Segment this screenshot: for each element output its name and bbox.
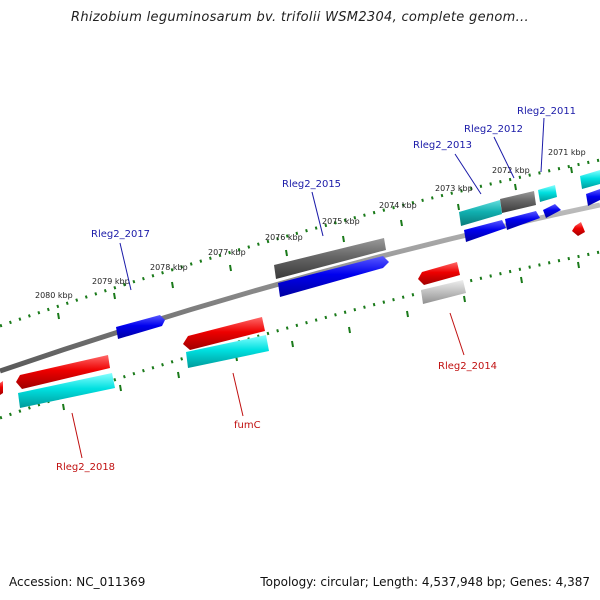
gene-block-lightgray[interactable] — [421, 280, 466, 304]
cds-block-teal[interactable] — [459, 200, 502, 226]
gene-label-rleg2-2012: Rleg2_2012 — [464, 124, 523, 135]
gene-label-rleg2-2018: Rleg2_2018 — [56, 462, 115, 473]
gene-arrow-reverse[interactable] — [572, 222, 585, 236]
gene-label-rleg2-2011: Rleg2_2011 — [517, 106, 576, 117]
cds-block-cyan[interactable] — [18, 373, 115, 408]
tick-label-2077: 2077 kbp — [208, 248, 246, 257]
gene-arrow-reverse[interactable] — [0, 381, 3, 395]
tick-label-2078: 2078 kbp — [150, 263, 188, 272]
gene-arrow-forward[interactable] — [464, 220, 506, 242]
gene-label-fumc: fumC — [234, 420, 261, 431]
genome-summary-text: Topology: circular; Length: 4,537,948 bp… — [260, 575, 590, 589]
accession-text: Accession: NC_011369 — [9, 575, 146, 589]
forward-strand-features[interactable] — [116, 170, 600, 339]
gene-label-rleg2-2014: Rleg2_2014 — [438, 361, 497, 372]
gene-arrow-forward[interactable] — [586, 189, 600, 206]
gene-arrow-forward[interactable] — [116, 315, 165, 339]
label-leaders — [71, 117, 545, 459]
cds-block-cyan[interactable] — [580, 170, 600, 189]
gene-arrow-forward[interactable] — [505, 211, 540, 230]
gene-arrow-reverse[interactable] — [16, 355, 110, 389]
tick-label-2080: 2080 kbp — [35, 291, 73, 300]
outer-major-ticks — [57, 166, 573, 320]
gene-arrow-gray[interactable] — [500, 191, 536, 213]
tick-label-2073: 2073 kbp — [435, 184, 473, 193]
tick-label-2076: 2076 kbp — [265, 233, 303, 242]
genome-title: Rhizobium leguminosarum bv. trifolii WSM… — [71, 10, 529, 25]
tick-label-2071: 2071 kbp — [548, 148, 586, 157]
gene-arrow-forward[interactable] — [278, 256, 389, 297]
tick-label-2074: 2074 kbp — [379, 201, 417, 210]
gene-label-rleg2-2015: Rleg2_2015 — [282, 179, 341, 190]
reverse-strand-features[interactable] — [0, 222, 585, 408]
tick-label-2079: 2079 kbp — [92, 277, 130, 286]
gene-arrow-forward[interactable] — [543, 204, 561, 218]
gene-labels[interactable]: Rleg2_2017 Rleg2_2015 Rleg2_2013 Rleg2_2… — [56, 106, 576, 473]
gene-arrow-gray[interactable] — [274, 238, 386, 279]
gene-label-rleg2-2017: Rleg2_2017 — [91, 229, 150, 240]
inner-major-ticks — [62, 261, 580, 411]
gene-arrow-reverse[interactable] — [418, 262, 460, 285]
gene-label-rleg2-2013: Rleg2_2013 — [413, 140, 472, 151]
cds-block-cyan[interactable] — [186, 335, 269, 368]
tick-label-2075: 2075 kbp — [322, 217, 360, 226]
gene-arrow-reverse[interactable] — [183, 317, 265, 350]
cds-block-cyan[interactable] — [538, 185, 557, 202]
